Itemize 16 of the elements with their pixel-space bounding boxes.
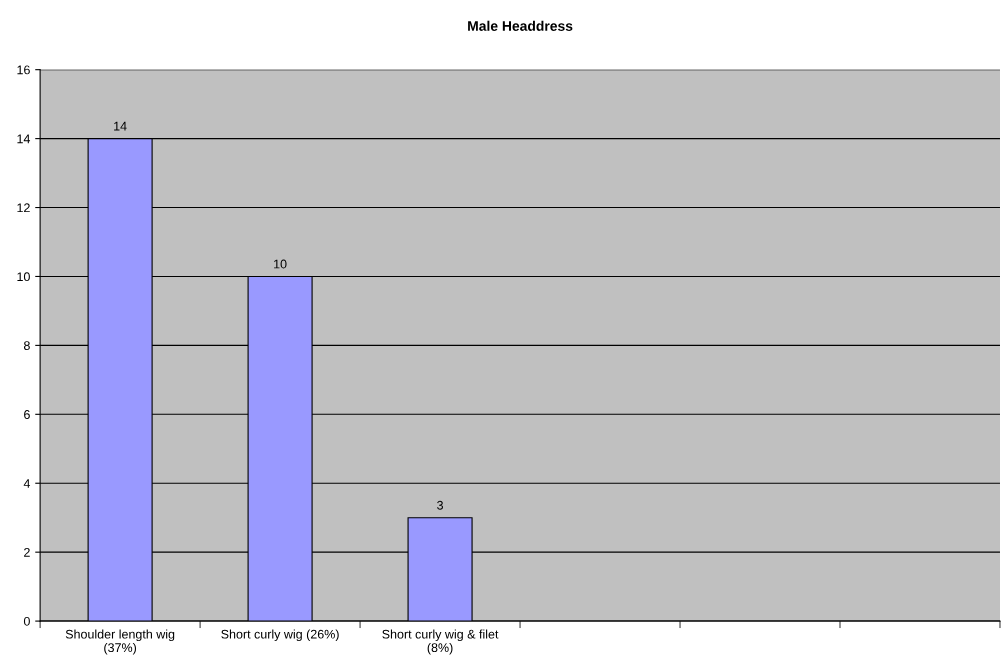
- y-tick-label: 4: [23, 479, 31, 488]
- data-label: 14: [114, 121, 127, 131]
- data-label: 3: [437, 500, 443, 510]
- y-tick-label: 0: [23, 616, 30, 626]
- y-tick-label: 8: [23, 341, 30, 351]
- y-tick-label: 10: [17, 272, 30, 282]
- y-tick-label: 6: [24, 410, 30, 419]
- y-tick-label: 2: [24, 547, 30, 557]
- y-tick-label: 14: [17, 134, 31, 144]
- chart-title: Male Headdress: [468, 20, 573, 31]
- x-tick-label: Short curly wig & filet (8%): [382, 629, 499, 655]
- x-tick-label: Shoulder length wig (37%): [65, 629, 175, 655]
- y-tick-label: 16: [17, 65, 30, 75]
- data-label: 10: [274, 259, 287, 269]
- x-tick-label: Short curly wig (26%): [221, 629, 339, 642]
- y-tick-label: 12: [17, 203, 30, 213]
